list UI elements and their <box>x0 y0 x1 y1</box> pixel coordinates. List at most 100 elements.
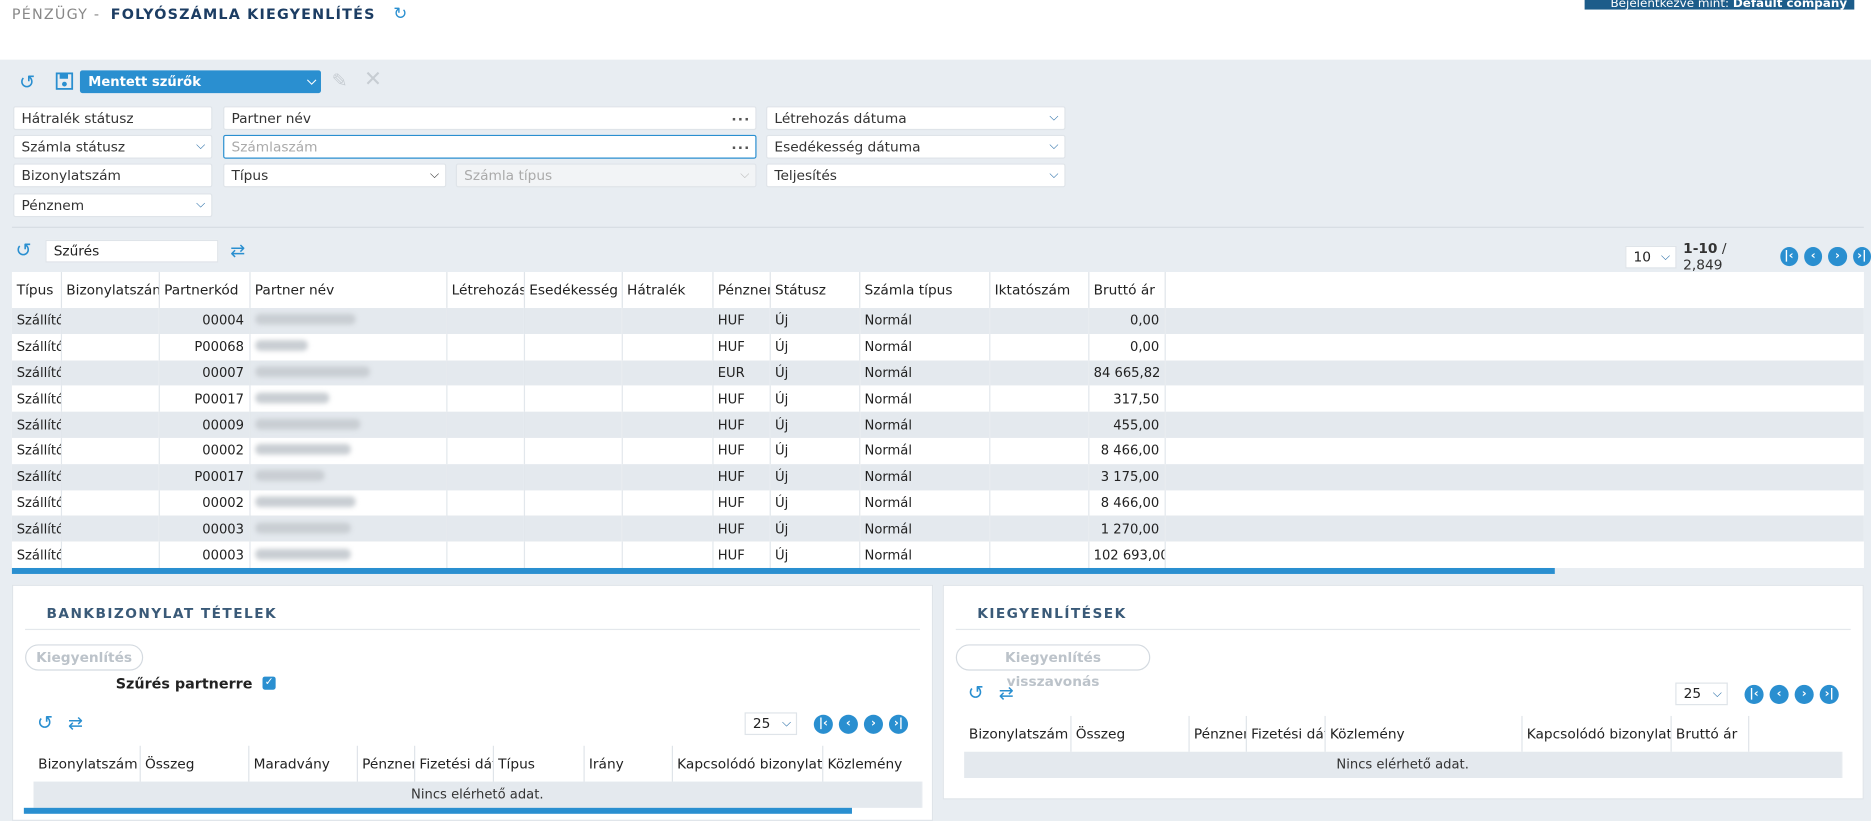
column-header[interactable]: Státusz <box>769 272 860 308</box>
szamlaszam-input[interactable]: Számlaszám... <box>223 134 757 159</box>
empty-cell <box>621 489 713 516</box>
column-header[interactable]: Iktatószám <box>989 272 1089 308</box>
reset-filters-icon[interactable]: ↺ <box>19 70 36 94</box>
chevron-down-icon: ⌵ <box>430 168 440 182</box>
column-header[interactable]: Közlemény <box>822 745 922 782</box>
table-row[interactable]: Szállító P00068 HUF Új Normál 0,00 <box>11 333 1864 360</box>
hatralek-status-filter[interactable]: Hátralék státusz <box>13 106 213 131</box>
column-header[interactable]: Számla típus <box>859 272 990 308</box>
column-header[interactable]: Partnerkód <box>158 272 250 308</box>
column-header[interactable]: Kapcsolódó bizonylat s <box>1521 715 1672 752</box>
table-row[interactable]: Szállító P00017 HUF Új Normál 3 175,00 <box>11 463 1864 490</box>
partner-nev-filter[interactable]: Partner név... <box>223 106 757 131</box>
empty-cell <box>989 385 1089 412</box>
ellipsis-icon[interactable]: ... <box>731 107 751 125</box>
horizontal-scrollbar[interactable] <box>11 567 1555 574</box>
breadcrumb-section: PÉNZÜGY - <box>11 5 101 23</box>
empty-cell <box>621 307 713 334</box>
page-size-select[interactable]: 25 ⌵ <box>1675 682 1728 706</box>
close-icon[interactable]: ✕ <box>363 66 382 92</box>
column-header[interactable]: Bizonylatszám <box>964 715 1071 752</box>
tipus-filter[interactable]: Típus ⌵ <box>223 163 447 188</box>
empty-cell <box>523 515 623 542</box>
refresh-icon[interactable]: ↺ <box>967 681 984 705</box>
column-header[interactable]: Irány <box>583 745 673 782</box>
last-page-icon[interactable]: ›| <box>888 714 909 734</box>
column-header[interactable]: Bruttó ár <box>1670 715 1749 752</box>
column-header[interactable]: Bizonylatszám <box>33 745 141 782</box>
prev-page-icon[interactable]: ‹ <box>1804 247 1823 267</box>
column-header[interactable]: Pénznem <box>712 272 771 308</box>
column-header[interactable]: Pénznem <box>1188 715 1247 752</box>
first-page-icon[interactable]: |‹ <box>1779 247 1799 267</box>
horizontal-scrollbar[interactable] <box>23 807 852 814</box>
table-row[interactable]: Szállító 00004 HUF Új Normál 0,00 <box>11 307 1864 334</box>
teljesites-filter[interactable]: Teljesítés ⌵ <box>766 163 1066 188</box>
first-page-icon[interactable]: |‹ <box>813 714 833 734</box>
table-row[interactable]: Szállító 00009 HUF Új Normál 455,00 <box>11 411 1864 438</box>
refresh-icon[interactable]: ↻ <box>393 4 409 24</box>
cell-szamla-tipus: Normál <box>859 411 990 438</box>
column-header[interactable]: Típus <box>11 272 62 308</box>
column-header[interactable]: Hátralék <box>621 272 713 308</box>
prev-page-icon[interactable]: ‹ <box>1769 684 1789 704</box>
column-header[interactable]: Közlemény <box>1324 715 1522 752</box>
cell-szamla-tipus: Normál <box>859 333 990 360</box>
page-size-select[interactable]: 25 ⌵ <box>744 712 798 736</box>
cell-partnerkod: 00007 <box>158 359 250 386</box>
redacted-partner-name <box>254 418 360 430</box>
last-page-icon[interactable]: ›| <box>1819 684 1839 704</box>
column-header[interactable]: Létrehozás <box>446 272 525 308</box>
refresh-icon[interactable]: ↺ <box>36 711 53 734</box>
revoke-settlement-button[interactable]: Kiegyenlítés visszavonás <box>955 644 1151 690</box>
table-row[interactable]: Szállító 00007 EUR Új Normál 84 665,82 <box>11 359 1864 386</box>
prev-page-icon[interactable]: ‹ <box>838 714 858 734</box>
last-page-icon[interactable]: ›| <box>1852 247 1871 267</box>
swap-icon[interactable]: ⇄ <box>230 239 246 262</box>
swap-icon[interactable]: ⇄ <box>998 682 1014 705</box>
letrehozas-datuma-filter[interactable]: Létrehozás dátuma ⌵ <box>766 106 1066 131</box>
table-row[interactable]: Szállító 00003 HUF Új Normál 1 270,00 <box>11 515 1864 542</box>
column-header[interactable]: Fizetési dát <box>414 745 494 782</box>
column-header[interactable]: Kapcsolódó bizonylat s <box>671 745 823 782</box>
next-page-icon[interactable]: › <box>863 714 883 734</box>
swap-icon[interactable]: ⇄ <box>68 712 84 734</box>
column-header[interactable]: Esedékesség d <box>523 272 623 308</box>
column-header[interactable]: Pénznem <box>356 745 415 782</box>
page-size-value: 25 <box>1683 684 1702 702</box>
column-header[interactable]: Bizonylatszám <box>60 272 160 308</box>
empty-cell <box>989 489 1089 516</box>
save-icon[interactable] <box>55 72 74 95</box>
bizonylatszam-filter[interactable]: Bizonylatszám <box>13 163 213 188</box>
page-size-select[interactable]: 10 ⌵ <box>1625 245 1676 268</box>
ellipsis-icon[interactable]: ... <box>731 136 751 153</box>
szamla-status-filter[interactable]: Számla státusz ⌵ <box>13 134 213 159</box>
saved-filters-dropdown[interactable]: Mentett szűrők ⌵ <box>79 70 321 94</box>
main-content: ↺ Mentett szűrők ⌵ ✎ ✕ Hátralék státusz … <box>0 59 1871 821</box>
table-row[interactable]: Szállító 00002 HUF Új Normál 8 466,00 <box>11 489 1864 516</box>
penznem-filter[interactable]: Pénznem ⌵ <box>13 193 213 218</box>
quick-filter-input[interactable]: Szűrés <box>45 239 219 263</box>
column-header[interactable]: Bruttó ár <box>1088 272 1166 308</box>
cell-statusz: Új <box>769 385 860 412</box>
esedekesseg-datuma-filter[interactable]: Esedékesség dátuma ⌵ <box>766 134 1066 159</box>
edit-icon[interactable]: ✎ <box>331 69 348 92</box>
column-header[interactable]: Maradvány <box>248 745 358 782</box>
table-row[interactable]: Szállító P00017 HUF Új Normál 317,50 <box>11 385 1864 412</box>
column-header[interactable]: Partner név <box>249 272 447 308</box>
first-page-icon[interactable]: |‹ <box>1744 684 1764 704</box>
table-row[interactable]: Szállító 00003 HUF Új Normál 102 693,00 <box>11 541 1864 568</box>
checkbox-checked-icon[interactable]: ✓ <box>262 676 276 690</box>
settlements-pager: 25 ⌵ |‹ ‹ › ›| <box>1675 682 1839 706</box>
table-row[interactable]: Szállító 00002 HUF Új Normál 8 466,00 <box>11 437 1864 464</box>
refresh-icon[interactable]: ↺ <box>15 238 32 262</box>
column-header[interactable]: Összeg <box>139 745 249 782</box>
main-pager: 10 ⌵ 1-10 / 2,849 |‹ ‹ › ›| <box>1625 240 1871 273</box>
column-header[interactable]: Típus <box>492 745 585 782</box>
column-header[interactable]: Fizetési dát <box>1245 715 1326 752</box>
next-page-icon[interactable]: › <box>1828 247 1847 267</box>
empty-cell <box>446 541 525 568</box>
settle-button[interactable]: Kiegyenlítés <box>25 644 144 671</box>
next-page-icon[interactable]: › <box>1794 684 1814 704</box>
column-header[interactable]: Összeg <box>1070 715 1190 752</box>
